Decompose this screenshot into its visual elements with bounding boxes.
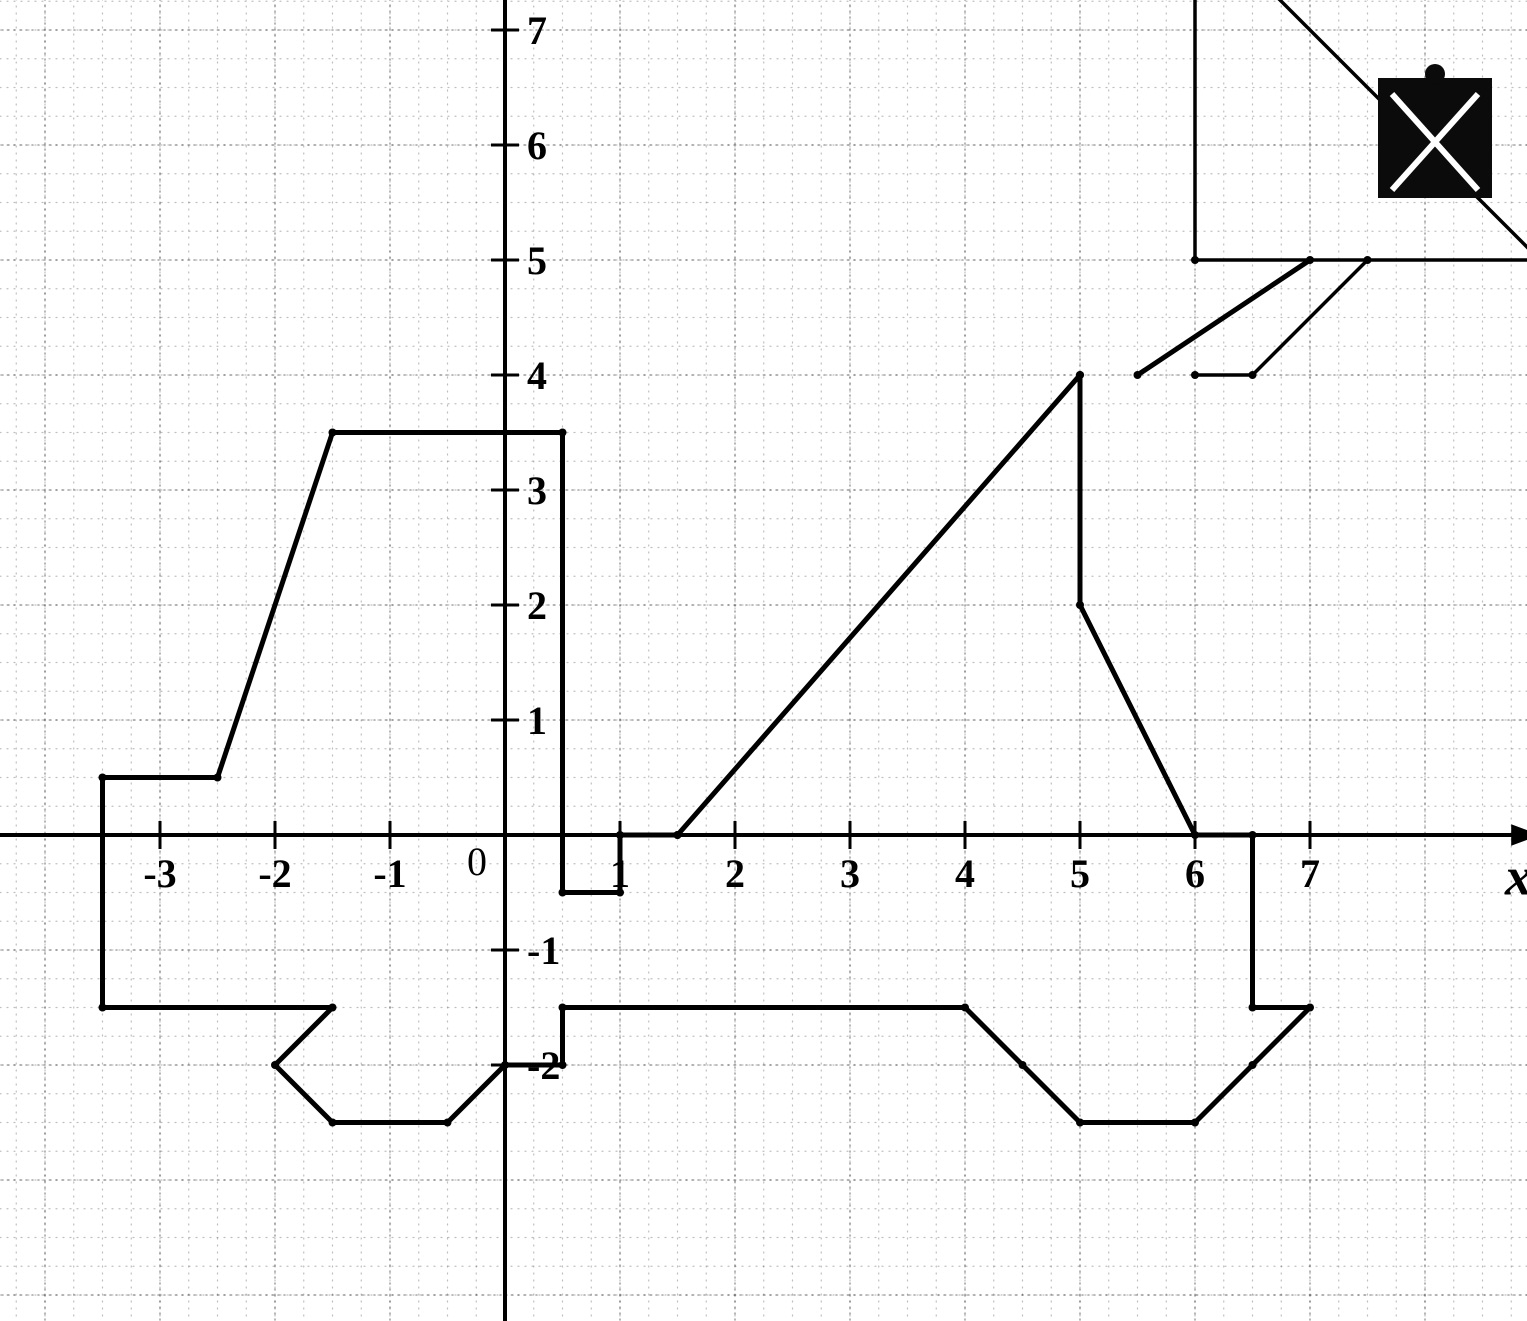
svg-text:-1: -1 bbox=[527, 928, 560, 973]
svg-text:0: 0 bbox=[467, 839, 487, 884]
svg-text:1: 1 bbox=[527, 698, 547, 743]
svg-text:6: 6 bbox=[1185, 851, 1205, 896]
coordinate-drawing: -3-2-11234567-1-212345670xy bbox=[0, 0, 1527, 1321]
svg-text:5: 5 bbox=[1070, 851, 1090, 896]
svg-text:2: 2 bbox=[725, 851, 745, 896]
svg-text:x: x bbox=[1504, 846, 1527, 906]
svg-text:5: 5 bbox=[527, 238, 547, 283]
svg-text:3: 3 bbox=[527, 468, 547, 513]
svg-text:6: 6 bbox=[527, 123, 547, 168]
svg-text:4: 4 bbox=[527, 353, 547, 398]
svg-text:3: 3 bbox=[840, 851, 860, 896]
svg-text:4: 4 bbox=[955, 851, 975, 896]
svg-text:-3: -3 bbox=[143, 851, 176, 896]
svg-text:-1: -1 bbox=[373, 851, 406, 896]
svg-text:7: 7 bbox=[1300, 851, 1320, 896]
svg-text:2: 2 bbox=[527, 583, 547, 628]
svg-text:7: 7 bbox=[527, 8, 547, 53]
corner-emblem bbox=[1370, 60, 1500, 210]
svg-text:-2: -2 bbox=[258, 851, 291, 896]
